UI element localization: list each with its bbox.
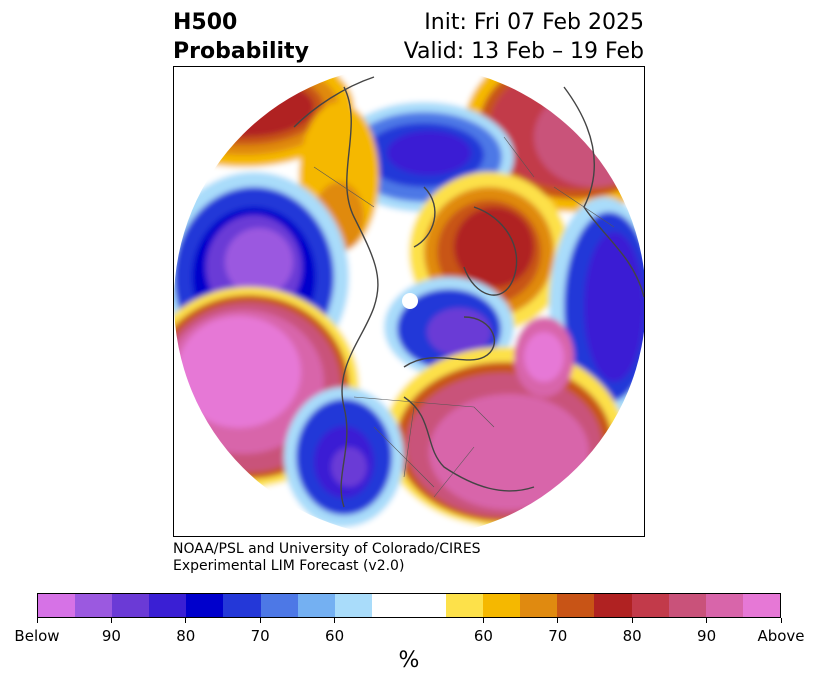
colorbar-segment <box>297 594 335 617</box>
colorbar-tick-label: 70 <box>548 627 568 645</box>
colorbar-tick-mark <box>36 618 38 623</box>
colorbar-segment <box>38 594 76 617</box>
colorbar-segment <box>334 594 372 617</box>
colorbar-segment <box>446 594 484 617</box>
plot-title: H500 Probability <box>173 8 309 66</box>
variable-label: H500 <box>173 10 238 35</box>
colorbar-segment <box>408 594 447 617</box>
colorbar-tick-mark <box>706 618 708 623</box>
probability-map <box>173 66 645 537</box>
colorbar-tick-mark <box>631 618 633 623</box>
colorbar-segment <box>594 594 632 617</box>
colorbar-tick-mark <box>557 618 559 623</box>
forecast-dates: Init: Fri 07 Feb 2025 Valid: 13 Feb – 19… <box>404 8 644 66</box>
colorbar-segment <box>75 594 113 617</box>
colorbar-tick-label: Above <box>757 627 805 645</box>
colorbar-tick-label: 70 <box>250 627 270 645</box>
colorbar-segment <box>742 594 780 617</box>
colorbar-tick-mark <box>110 618 112 623</box>
colorbar-segment <box>112 594 150 617</box>
north-pole-marker <box>402 293 418 309</box>
colorbar-segment <box>705 594 743 617</box>
credit-text: NOAA/PSL and University of Colorado/CIRE… <box>173 541 481 575</box>
colorbar-tick-label: 80 <box>176 627 196 645</box>
valid-dates: Valid: 13 Feb – 19 Feb <box>403 39 644 64</box>
colorbar-segment <box>371 594 409 617</box>
colorbar-segment <box>483 594 521 617</box>
colorbar-segment <box>149 594 187 617</box>
colorbar-unit: % <box>398 648 420 673</box>
colorbar-tick-mark <box>482 618 484 623</box>
init-date: Init: Fri 07 Feb 2025 <box>424 10 644 35</box>
colorbar-tick-mark <box>780 618 782 623</box>
colorbar-segment <box>668 594 706 617</box>
credit-line-1: NOAA/PSL and University of Colorado/CIRE… <box>173 541 481 557</box>
colorbar <box>37 593 781 618</box>
colorbar-tick-label: Below <box>14 627 60 645</box>
colorbar-tick-mark <box>334 618 336 623</box>
map-svg <box>174 67 644 536</box>
colorbar-segment <box>631 594 669 617</box>
colorbar-segment <box>223 594 261 617</box>
colorbar-segment <box>557 594 595 617</box>
colorbar-segment <box>186 594 224 617</box>
colorbar-segment <box>520 594 558 617</box>
colorbar-tick-label: 90 <box>101 627 121 645</box>
colorbar-segment <box>260 594 298 617</box>
colorbar-tick-label: 60 <box>473 627 493 645</box>
colorbar-tick-mark <box>259 618 261 623</box>
colorbar-tick-label: 60 <box>325 627 345 645</box>
credit-line-2: Experimental LIM Forecast (v2.0) <box>173 558 405 574</box>
colorbar-tick-label: 80 <box>622 627 642 645</box>
colorbar-tick-mark <box>185 618 187 623</box>
colorbar-tick-label: 90 <box>697 627 717 645</box>
product-label: Probability <box>173 39 309 64</box>
political-borders <box>313 136 615 498</box>
